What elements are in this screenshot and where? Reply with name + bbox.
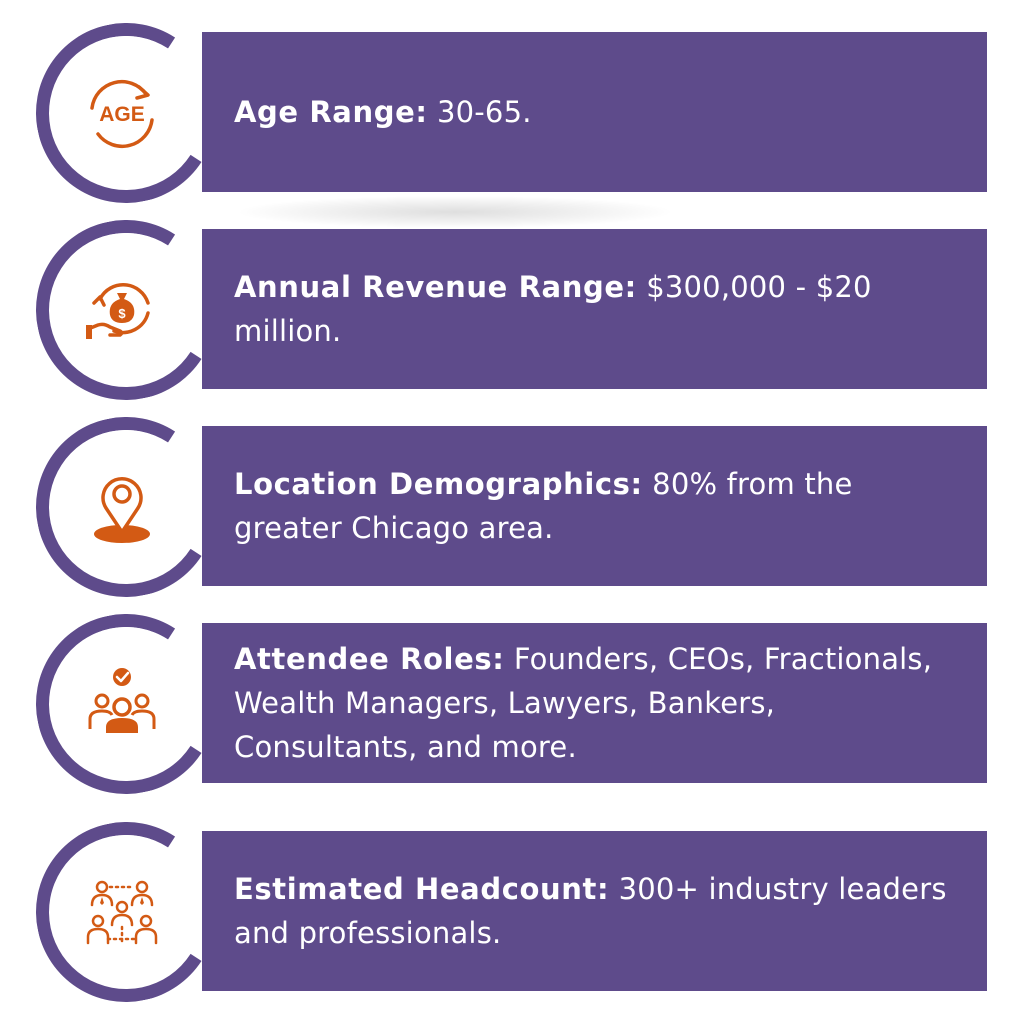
item-label: Estimated Headcount:: [234, 872, 610, 906]
item-attendee-roles: Attendee Roles: Founders, CEOs, Fraction…: [0, 597, 1024, 811]
banner-age-range: Age Range: 30-65.: [202, 32, 987, 192]
item-age-range: Age Range: 30-65. AGE: [0, 6, 1024, 220]
item-value: 300+ industry leaders and professionals.: [234, 872, 947, 950]
item-label: Attendee Roles:: [234, 642, 505, 676]
people-check-icon: [88, 668, 156, 733]
banner-estimated-headcount: Estimated Headcount: 300+ industry leade…: [202, 831, 987, 991]
item-value: $300,000 - $20 million.: [234, 270, 872, 348]
icon-disc: [50, 36, 202, 188]
item-location-demographics: Location Demographics: 80% from the grea…: [0, 400, 1024, 614]
revenue-hand-moneybag-icon: $: [86, 283, 150, 339]
item-estimated-headcount: Estimated Headcount: 300+ industry leade…: [0, 805, 1024, 1019]
location-pin-icon: [94, 477, 150, 543]
banner-attendee-roles: Attendee Roles: Founders, CEOs, Fraction…: [202, 623, 987, 783]
age-cycle-icon: AGE: [90, 79, 154, 149]
item-value: Founders, CEOs, Fractionals, Wealth Mana…: [234, 642, 933, 764]
item-value: 30-65.: [427, 95, 532, 129]
item-label: Location Demographics:: [234, 467, 643, 501]
item-label: Age Range:: [234, 95, 428, 129]
network-people-icon: [86, 880, 158, 945]
svg-text:$: $: [118, 306, 126, 321]
item-label: Annual Revenue Range:: [234, 270, 637, 304]
banner-location-demographics: Location Demographics: 80% from the grea…: [202, 426, 987, 586]
item-annual-revenue: Annual Revenue Range: $300,000 - $20 mil…: [0, 203, 1024, 417]
svg-text:AGE: AGE: [99, 103, 145, 126]
icon-disc: [50, 627, 202, 779]
item-value: 80% from the greater Chicago area.: [234, 467, 853, 545]
banner-annual-revenue: Annual Revenue Range: $300,000 - $20 mil…: [202, 229, 987, 389]
banner-shadow: [240, 196, 670, 228]
